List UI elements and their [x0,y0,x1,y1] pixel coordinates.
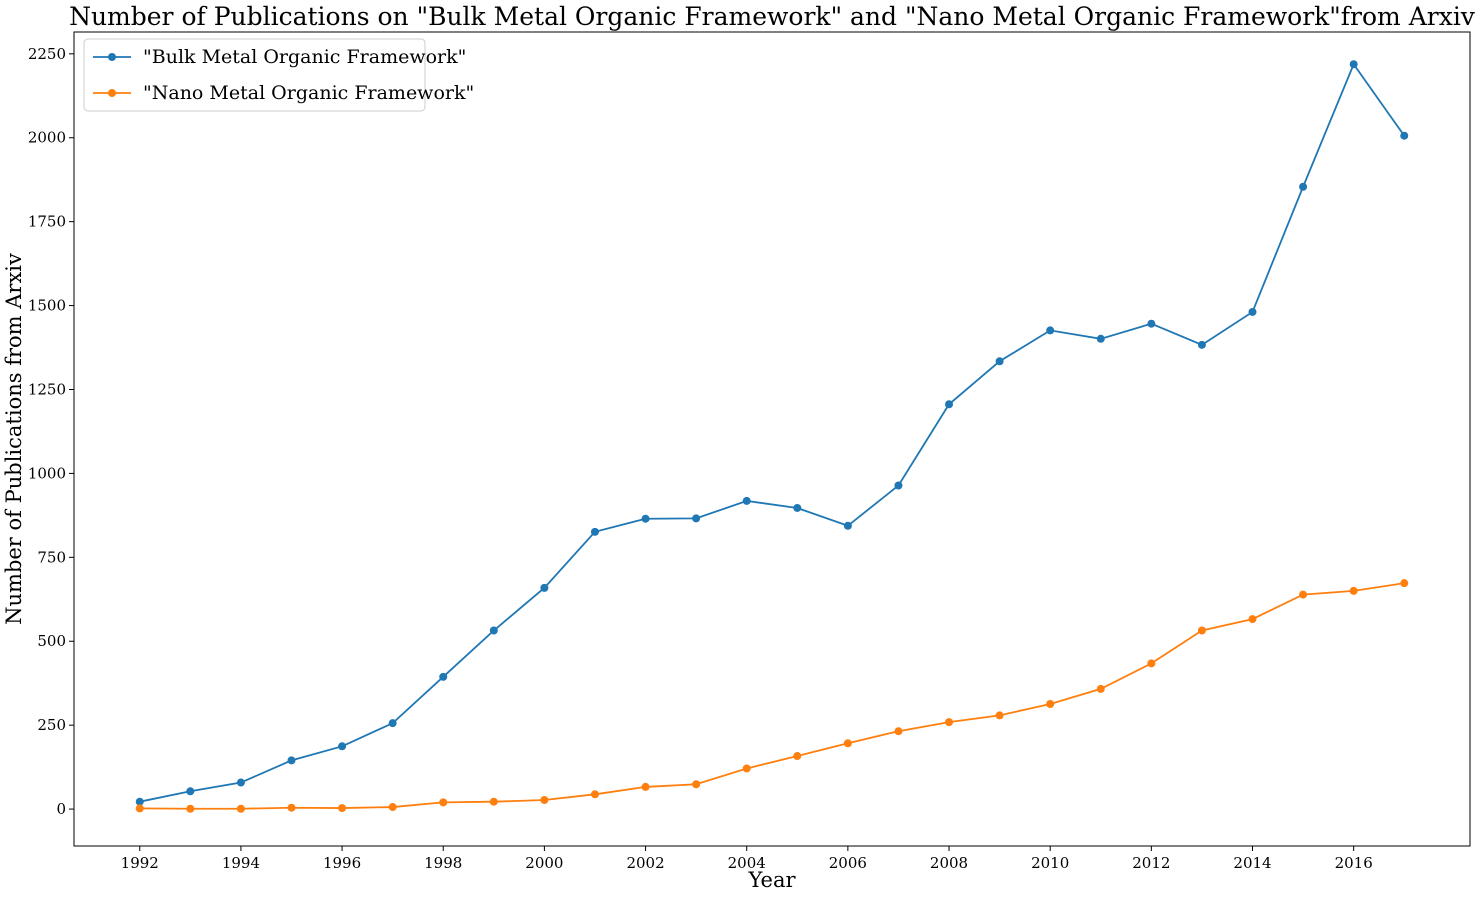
data-point [186,787,195,796]
data-point [1046,326,1055,335]
y-tick-label: 1750 [28,213,66,231]
data-point [742,496,751,505]
data-point [439,798,448,807]
series-line-0 [139,62,1405,803]
data-point [1096,684,1105,693]
legend-label-bulk: "Bulk Metal Organic Framework" [143,46,466,68]
data-point [1299,590,1308,599]
data-point [894,481,903,490]
data-point [1299,182,1308,191]
legend-entry-nano: "Nano Metal Organic Framework" [93,82,474,104]
legend-entry-bulk: "Bulk Metal Organic Framework" [93,46,466,68]
data-point [338,742,347,751]
data-point [641,782,650,791]
data-point [236,778,245,787]
series-line-1 [139,582,1405,810]
data-point [590,790,599,799]
x-tick-label: 2010 [1031,854,1069,872]
data-point [540,796,549,805]
legend-box [83,38,426,112]
data-point [945,718,954,727]
y-tick-label: 1500 [28,297,66,315]
data-point [439,672,448,681]
data-point [540,583,549,592]
y-tick-label: 0 [56,800,66,818]
x-tick-label: 1994 [222,854,260,872]
legend-marker-nano [108,89,116,97]
data-point [1046,700,1055,709]
chart-title: Number of Publications on "Bulk Metal Or… [69,2,1476,31]
x-tick-label: 2016 [1335,854,1373,872]
data-point [641,514,650,523]
legend: "Bulk Metal Organic Framework" "Nano Met… [83,38,474,112]
legend-label-nano: "Nano Metal Organic Framework" [143,82,474,104]
data-point [843,739,852,748]
data-point [1400,579,1409,588]
y-tick-label: 750 [37,548,66,566]
data-point [742,764,751,773]
data-point [1147,319,1156,328]
x-axis: 1992 1994 1996 1998 2000 2002 2004 2006 2008 2010… [121,846,1373,872]
data-point [1349,586,1358,595]
data-point [135,804,144,813]
data-point [287,803,296,812]
legend-marker-bulk [108,53,116,61]
data-point [692,514,701,523]
y-tick-label: 500 [37,632,66,650]
x-tick-label: 2002 [626,854,664,872]
series-layer [135,60,1409,813]
data-point [135,797,144,806]
data-point [590,527,599,536]
x-tick-label: 2012 [1132,854,1170,872]
data-point [1400,131,1409,140]
y-tick-label: 1000 [28,464,66,482]
series-1 [135,579,1409,813]
data-point [1147,659,1156,668]
data-point [186,804,195,813]
data-point [692,780,701,789]
data-point [793,752,802,761]
data-point [1096,334,1105,343]
y-axis: 0 250 500 750 1000 1250 1500 1750 2000 2250 [28,45,74,818]
data-point [894,727,903,736]
series-0 [135,60,1409,806]
data-point [388,719,397,728]
x-tick-label: 2014 [1233,854,1271,872]
x-tick-label: 2000 [525,854,563,872]
data-point [1248,307,1257,316]
y-tick-label: 2250 [28,45,66,63]
data-point [489,626,498,635]
data-point [489,797,498,806]
data-point [843,521,852,530]
y-tick-label: 1250 [28,380,66,398]
x-axis-label: Year [747,868,796,892]
y-tick-label: 250 [37,716,66,734]
y-axis-label: Number of Publications from Arxiv [2,253,26,625]
x-tick-label: 2006 [829,854,867,872]
data-point [1248,615,1257,624]
data-point [995,711,1004,720]
y-tick-label: 2000 [28,129,66,147]
data-point [287,756,296,765]
data-point [388,803,397,812]
data-point [995,357,1004,366]
data-point [945,400,954,409]
data-point [236,804,245,813]
x-tick-label: 1992 [121,854,159,872]
data-point [1197,626,1206,635]
data-point [338,804,347,813]
plot-area [73,31,1471,847]
x-tick-label: 2008 [930,854,968,872]
x-tick-label: 1998 [424,854,462,872]
data-point [1349,60,1358,69]
x-tick-label: 1996 [323,854,361,872]
data-point [793,503,802,512]
data-point [1197,340,1206,349]
x-tick-label: 2004 [728,854,766,872]
